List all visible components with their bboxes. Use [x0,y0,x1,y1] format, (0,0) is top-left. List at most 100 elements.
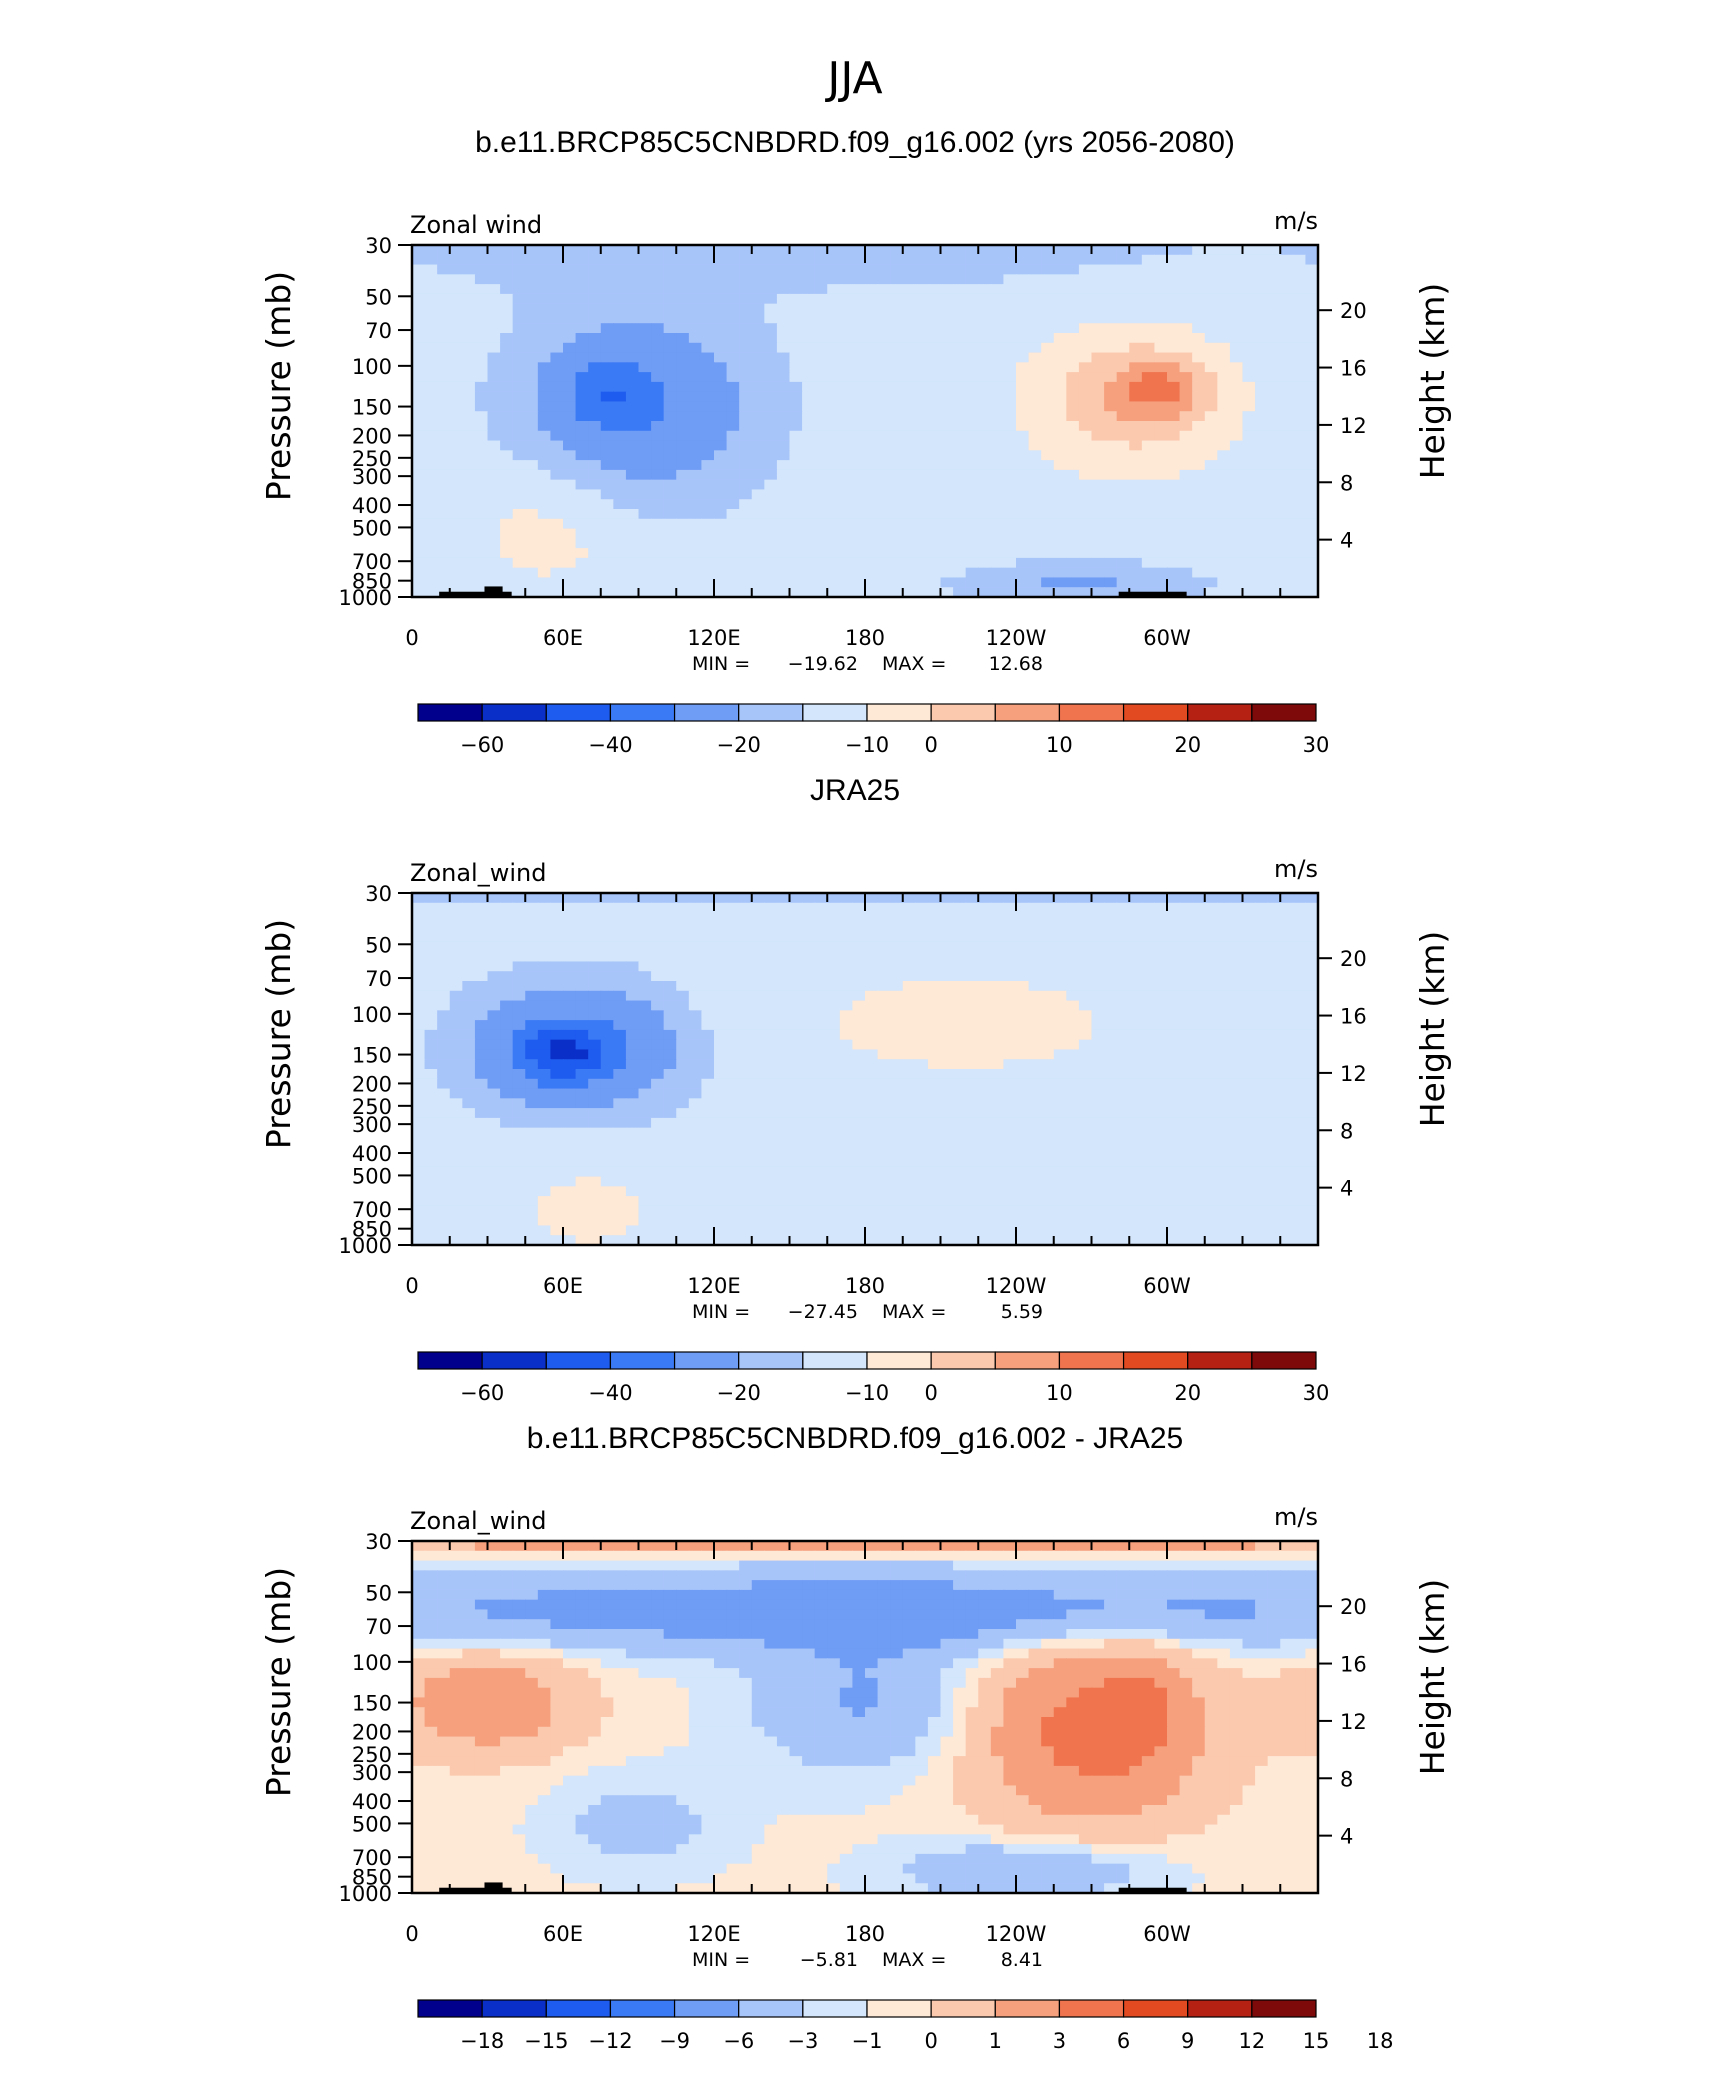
field-cell [500,912,514,923]
field-cell [990,1069,1005,1080]
field-cell [1041,961,1055,972]
field-cell [600,981,614,992]
field-cell [1167,274,1181,285]
field-cell [487,323,501,334]
field-cell [839,932,854,943]
field-cell [1053,352,1067,363]
field-cell [1116,342,1130,354]
field-cell [663,1147,677,1158]
field-cell [814,342,828,354]
field-cell [487,1000,501,1011]
field-cell [890,990,904,1002]
field-cell [525,264,539,275]
field-cell [575,1147,589,1158]
field-cell [1292,245,1307,256]
field-cell [437,1029,451,1041]
field-cell [1255,411,1269,422]
field-cell [1267,912,1281,923]
field-cell [1016,990,1030,1002]
field-cell [1091,538,1105,549]
field-cell [1255,557,1269,569]
colorbar-label: −20 [717,733,761,757]
field-cell [550,528,564,539]
field-cell [927,1166,942,1178]
field-cell [500,1117,514,1129]
field-cell [600,1010,614,1021]
field-cell [550,1029,564,1041]
field-cell [764,293,778,305]
field-cell [487,264,501,275]
field-cell [1116,293,1130,305]
field-cell [1154,548,1168,559]
field-cell [525,1098,539,1109]
field-cell [1016,391,1030,403]
field-cell [550,961,564,972]
field-cell [802,538,816,549]
field-cell [1229,372,1244,383]
colorbar-swatch [545,703,612,722]
field-cell [1016,323,1030,334]
field-cell [1192,254,1206,266]
field-cell [676,528,690,539]
field-cell [1242,411,1256,422]
field-cell [1141,1098,1156,1109]
field-cell [739,1098,753,1109]
field-cell [714,1088,728,1099]
field-cell [927,362,942,373]
field-cell [1141,1147,1156,1158]
field-cell [1292,893,1307,904]
field-cell [751,274,765,285]
field-cell [676,1108,690,1119]
field-cell [1229,1088,1244,1099]
field-cell [1066,1157,1080,1168]
field-cell [839,1117,854,1129]
field-cell [663,518,677,530]
field-cell [424,1108,438,1119]
field-cell [990,1029,1005,1041]
field-cell [927,352,942,363]
field-cell [512,1176,526,1187]
field-cell [1204,1147,1218,1158]
field-cell [877,284,891,295]
field-cell [1104,1137,1118,1148]
field-cell [474,902,489,914]
field-cell [1091,557,1105,569]
field-cell [563,333,577,344]
field-cell [1229,323,1244,334]
field-cell [877,1137,891,1148]
field-cell [663,1108,677,1119]
field-cell [1255,961,1269,972]
field-cell [1078,1147,1093,1158]
field-cell [688,381,703,393]
field-cell [563,391,577,403]
field-cell [865,450,879,461]
field-cell [487,902,501,914]
field-cell [500,961,514,972]
field-cell [575,1010,589,1021]
field-cell [978,450,992,461]
field-cell [575,961,589,972]
field-cell [550,1166,564,1178]
field-cell [1242,981,1256,992]
colorbar-swatch [1122,703,1189,722]
field-cell [588,293,602,305]
field-cell [688,274,703,285]
field-cell [474,1108,489,1119]
field-cell [1154,274,1168,285]
field-cell [600,1127,614,1139]
field-cell [625,313,640,324]
field-cell [525,548,539,559]
field-cell [764,450,778,461]
field-cell [890,1108,904,1119]
field-cell [487,460,501,471]
field-cell [990,567,1005,579]
field-cell [714,499,728,510]
field-cell [1066,352,1080,363]
field-cell [449,421,463,432]
field-cell [1179,1069,1193,1080]
field-cell [525,323,539,334]
field-cell [651,912,665,923]
field-cell [651,411,665,422]
field-cell [1041,401,1055,412]
